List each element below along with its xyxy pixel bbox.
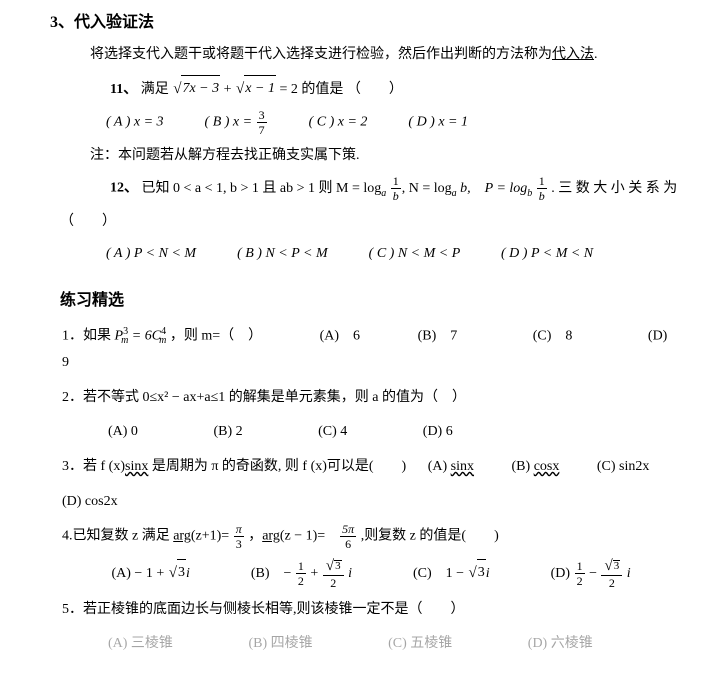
- q12-opt-b: ( B ) N < P < M: [237, 246, 328, 261]
- q11-text-a: 满足: [141, 82, 169, 97]
- q11-rad1: 7x − 3: [181, 75, 220, 103]
- p2-opt-a: (A) 0: [108, 424, 138, 439]
- section-heading-3: 3、代入验证法: [50, 8, 680, 32]
- q11-rad2: x − 1: [244, 75, 276, 103]
- fraction-icon: 37: [257, 109, 267, 136]
- p5-opt-b: (B) 四棱锥: [248, 636, 312, 651]
- p1-opt-c: (C) 8: [533, 328, 573, 343]
- intro-text: 将选择支代入题干或将题干代入选择支进行检验，然后作出判断的方法称为: [90, 47, 552, 62]
- question-12: 12、 已知 0 < a < 1, b > 1 且 ab > 1 则 M = l…: [90, 175, 680, 203]
- q11-eq: = 2 的值是 （ ）: [279, 82, 402, 97]
- problem-4: 4.已知复数 z 满足 arg(z+1)= π3 ，arg(z − 1)= 5π…: [62, 523, 680, 550]
- exercise-section-title: 练习精选: [60, 286, 680, 310]
- intro-period: .: [594, 47, 598, 62]
- problem-1: 1．如果 P3m = 6C4m ，则 m=（ ） (A) 6 (B) 7 (C)…: [62, 322, 680, 377]
- question-11: 11、 满足 7x − 3 + x − 1 = 2 的值是 （ ）: [90, 75, 680, 104]
- p4-options: (A) − 1 + 3i (B) − 12 + 32 i (C) 1 − 3i …: [90, 559, 680, 589]
- p2-options: (A) 0 (B) 2 (C) 4 (D) 6: [90, 419, 680, 446]
- p2-opt-c: (C) 4: [318, 424, 347, 439]
- q11-label: 11、: [110, 82, 137, 97]
- q11-note: 注：本问题若从解方程去找正确支实属下策.: [90, 143, 680, 170]
- q11-opt-c: ( C ) x = 2: [309, 115, 368, 130]
- problem-5: 5．若正棱锥的底面边长与侧棱长相等,则该棱锥一定不是（ ）: [62, 597, 680, 624]
- wavy-underline: sinx: [125, 459, 148, 474]
- p5-opt-a: (A) 三棱锥: [108, 636, 173, 651]
- q11-opt-a: ( A ) x = 3: [106, 115, 164, 130]
- problem-2: 2．若不等式 0≤x² − ax+a≤1 的解集是单元素集，则 a 的值为（ ）: [62, 385, 680, 412]
- p4-opt-b: (B) − 12 + 32 i: [251, 566, 352, 581]
- intro-paragraph: 将选择支代入题干或将题干代入选择支进行检验，然后作出判断的方法称为代入法.: [90, 42, 680, 69]
- p4-opt-a: (A) − 1 + 3i: [112, 566, 190, 581]
- document-page: 3、代入验证法 将选择支代入题干或将题干代入选择支进行检验，然后作出判断的方法称…: [0, 0, 720, 686]
- p4-opt-c: (C) 1 − 3i: [413, 566, 490, 581]
- p2-opt-d: (D) 6: [423, 424, 453, 439]
- fraction-icon: 5π6: [340, 523, 356, 550]
- problem-3: 3．若 f (x)sinx 是周期为 π 的奇函数, 则 f (x)可以是( )…: [62, 454, 680, 481]
- q12-paren: （ ）: [60, 209, 680, 236]
- q12-opt-a: ( A ) P < N < M: [106, 246, 196, 261]
- p4-opt-d: (D) 12 − 32 i: [551, 566, 631, 581]
- q11-opt-d: ( D ) x = 1: [408, 115, 468, 130]
- p3-opt-a: (A) sinx: [428, 459, 474, 474]
- fraction-icon: 1b: [537, 175, 547, 202]
- q12-label: 12、: [110, 181, 138, 196]
- p3-opt-b: (B) cosx: [512, 459, 560, 474]
- q11-options: ( A ) x = 3 ( B ) x = 37 ( C ) x = 2 ( D…: [90, 109, 680, 136]
- q12-options: ( A ) P < N < M ( B ) N < P < M ( C ) N …: [90, 241, 680, 268]
- q11-b-num: 3: [257, 109, 267, 123]
- q12-text-a: 已知 0 < a < 1, b > 1 且 ab > 1 则 M = loga …: [142, 181, 678, 196]
- sqrt-icon: 7x − 3: [173, 75, 220, 104]
- fraction-icon: π3: [234, 523, 244, 550]
- q12-opt-d: ( D ) P < M < N: [501, 246, 593, 261]
- p5-opt-d: (D) 六棱锥: [528, 636, 593, 651]
- sqrt-icon: x − 1: [236, 75, 276, 104]
- p3-opt-c: (C) sin2x: [597, 459, 650, 474]
- p3-opt-d: (D) cos2x: [62, 489, 680, 516]
- p5-opt-c: (C) 五棱锥: [388, 636, 452, 651]
- q12-opt-c: ( C ) N < M < P: [369, 246, 460, 261]
- p2-opt-b: (B) 2: [213, 424, 242, 439]
- q11-plus: +: [224, 82, 235, 97]
- q11-opt-b-pre: ( B ) x =: [205, 115, 256, 130]
- fraction-icon: 1b: [391, 175, 401, 202]
- intro-underline: 代入法: [552, 47, 594, 62]
- p1-opt-a: (A) 6: [320, 328, 360, 343]
- p1-opt-b: (B) 7: [418, 328, 458, 343]
- q11-b-den: 7: [257, 123, 267, 136]
- p5-options: (A) 三棱锥 (B) 四棱锥 (C) 五棱锥 (D) 六棱锥: [90, 631, 680, 658]
